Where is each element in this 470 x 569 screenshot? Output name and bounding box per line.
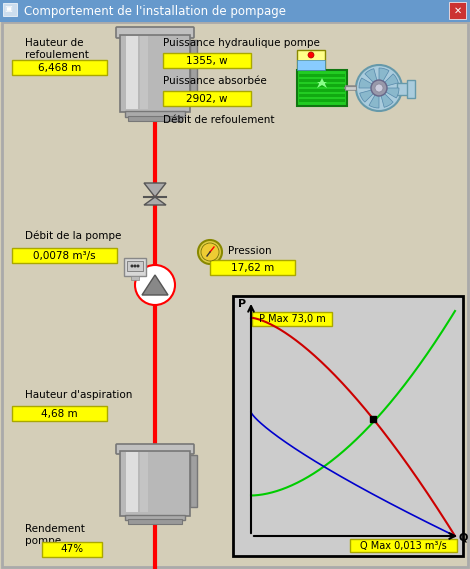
FancyBboxPatch shape bbox=[3, 3, 17, 16]
FancyBboxPatch shape bbox=[163, 91, 251, 106]
Circle shape bbox=[308, 52, 314, 58]
Circle shape bbox=[131, 265, 133, 267]
FancyBboxPatch shape bbox=[0, 0, 470, 22]
FancyBboxPatch shape bbox=[297, 50, 325, 72]
Polygon shape bbox=[142, 275, 168, 295]
FancyBboxPatch shape bbox=[252, 312, 332, 326]
Text: P Max 73,0 m: P Max 73,0 m bbox=[258, 314, 325, 324]
Text: Rendement
pompe: Rendement pompe bbox=[25, 524, 85, 546]
FancyBboxPatch shape bbox=[125, 111, 185, 117]
Text: P: P bbox=[238, 299, 246, 309]
Text: Puissance hydraulique pompe: Puissance hydraulique pompe bbox=[163, 38, 320, 48]
Text: 2902, w: 2902, w bbox=[186, 93, 228, 104]
FancyBboxPatch shape bbox=[350, 539, 457, 552]
FancyBboxPatch shape bbox=[131, 276, 139, 280]
Wedge shape bbox=[359, 78, 379, 88]
Text: Puissance absorbée: Puissance absorbée bbox=[163, 76, 267, 86]
FancyBboxPatch shape bbox=[299, 89, 345, 92]
FancyBboxPatch shape bbox=[299, 79, 345, 82]
FancyBboxPatch shape bbox=[397, 83, 409, 95]
FancyBboxPatch shape bbox=[299, 74, 345, 77]
FancyBboxPatch shape bbox=[299, 94, 345, 97]
Polygon shape bbox=[317, 78, 327, 88]
FancyBboxPatch shape bbox=[190, 455, 197, 507]
FancyBboxPatch shape bbox=[163, 53, 251, 68]
Text: Pression: Pression bbox=[228, 246, 272, 256]
FancyBboxPatch shape bbox=[210, 260, 295, 275]
Text: ▣: ▣ bbox=[4, 4, 12, 13]
Wedge shape bbox=[379, 68, 389, 88]
FancyBboxPatch shape bbox=[124, 258, 146, 276]
Text: 17,62 m: 17,62 m bbox=[231, 262, 274, 273]
FancyBboxPatch shape bbox=[299, 84, 345, 87]
Circle shape bbox=[198, 240, 222, 264]
Circle shape bbox=[356, 65, 402, 111]
Text: 4,68 m: 4,68 m bbox=[41, 409, 78, 419]
Circle shape bbox=[136, 265, 140, 267]
FancyBboxPatch shape bbox=[116, 444, 194, 454]
Text: 0,0078 m³/s: 0,0078 m³/s bbox=[33, 250, 96, 261]
FancyBboxPatch shape bbox=[233, 296, 463, 556]
Circle shape bbox=[133, 265, 136, 267]
Wedge shape bbox=[365, 69, 379, 88]
Text: Débit de la pompe: Débit de la pompe bbox=[25, 230, 121, 241]
Text: Hauteur de
refoulement: Hauteur de refoulement bbox=[25, 38, 89, 60]
FancyBboxPatch shape bbox=[126, 36, 138, 109]
Polygon shape bbox=[144, 197, 166, 205]
FancyBboxPatch shape bbox=[299, 99, 345, 102]
FancyBboxPatch shape bbox=[297, 70, 347, 106]
Text: Q: Q bbox=[458, 533, 468, 543]
Text: Débit de refoulement: Débit de refoulement bbox=[163, 115, 274, 125]
Circle shape bbox=[371, 80, 387, 96]
FancyBboxPatch shape bbox=[128, 519, 182, 524]
Circle shape bbox=[375, 84, 383, 92]
FancyBboxPatch shape bbox=[140, 36, 148, 109]
Text: 1355, w: 1355, w bbox=[186, 56, 228, 65]
FancyBboxPatch shape bbox=[126, 452, 138, 512]
Text: Hauteur d'aspiration: Hauteur d'aspiration bbox=[25, 390, 133, 400]
FancyBboxPatch shape bbox=[12, 248, 117, 263]
Wedge shape bbox=[379, 88, 393, 108]
Text: 47%: 47% bbox=[61, 545, 84, 555]
Wedge shape bbox=[360, 88, 379, 102]
Wedge shape bbox=[379, 74, 398, 88]
Wedge shape bbox=[369, 88, 379, 108]
Text: 6,468 m: 6,468 m bbox=[38, 63, 81, 72]
FancyBboxPatch shape bbox=[127, 261, 143, 271]
FancyBboxPatch shape bbox=[120, 451, 190, 516]
FancyBboxPatch shape bbox=[297, 60, 325, 70]
FancyBboxPatch shape bbox=[128, 116, 182, 121]
FancyBboxPatch shape bbox=[12, 406, 107, 421]
Wedge shape bbox=[379, 88, 399, 98]
Polygon shape bbox=[144, 183, 166, 197]
Text: Comportement de l'installation de pompage: Comportement de l'installation de pompag… bbox=[24, 5, 286, 18]
FancyBboxPatch shape bbox=[125, 515, 185, 520]
FancyBboxPatch shape bbox=[140, 452, 148, 512]
Text: ✕: ✕ bbox=[454, 6, 462, 15]
FancyBboxPatch shape bbox=[449, 2, 466, 19]
FancyBboxPatch shape bbox=[42, 542, 102, 557]
FancyBboxPatch shape bbox=[120, 35, 190, 112]
FancyBboxPatch shape bbox=[116, 27, 194, 38]
FancyBboxPatch shape bbox=[190, 40, 197, 100]
FancyBboxPatch shape bbox=[407, 80, 415, 98]
Circle shape bbox=[201, 243, 219, 261]
Text: Q Max 0,013 m³/s: Q Max 0,013 m³/s bbox=[360, 541, 447, 550]
FancyBboxPatch shape bbox=[12, 60, 107, 75]
Circle shape bbox=[135, 265, 175, 305]
